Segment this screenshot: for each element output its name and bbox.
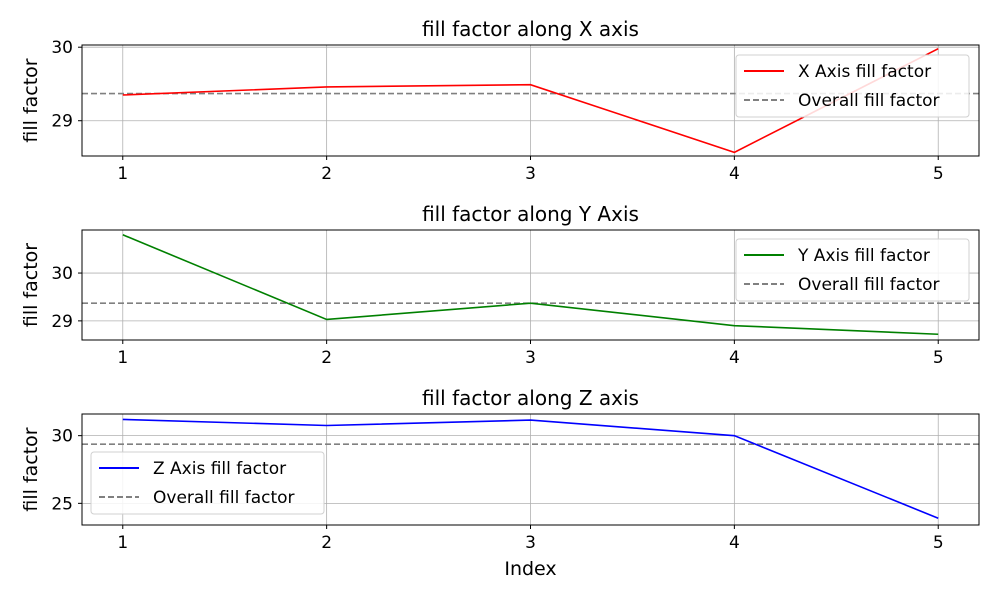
- y-axis-label: fill factor: [20, 243, 42, 327]
- x-tick-label: 3: [525, 533, 536, 553]
- panel-2: 1 2 3 4 5 29 30 fill factor along Y Axis fill fa…: [20, 202, 980, 368]
- legend-label-series: X Axis fill factor: [798, 62, 931, 82]
- y-tick-label: 30: [51, 264, 73, 284]
- x-tick-label: 4: [729, 533, 740, 553]
- x-tick-label: 5: [933, 348, 944, 368]
- legend: Y Axis fill factor Overall fill factor: [735, 238, 970, 302]
- legend: Z Axis fill factor Overall fill factor: [90, 451, 325, 515]
- legend-box: [90, 451, 325, 515]
- series-line: [122, 234, 939, 336]
- x-tick-label: 2: [321, 533, 332, 553]
- x-tick-label: 1: [117, 533, 128, 553]
- panel-title: fill factor along Z axis: [422, 386, 639, 410]
- series-line: [122, 418, 939, 519]
- y-tick-label: 25: [51, 494, 73, 514]
- legend-label-series: Y Axis fill factor: [797, 246, 930, 266]
- x-tick-label: 3: [525, 348, 536, 368]
- x-tick-label: 3: [525, 164, 536, 184]
- x-tick-label: 1: [117, 348, 128, 368]
- y-axis-label: fill factor: [20, 58, 42, 142]
- y-tick-label: 29: [51, 312, 73, 332]
- x-tick-label: 2: [321, 348, 332, 368]
- y-tick-label: 30: [51, 38, 73, 58]
- legend-box: [735, 54, 970, 118]
- legend-box: [735, 238, 970, 302]
- legend-label-series: Z Axis fill factor: [153, 459, 286, 479]
- y-tick-label: 29: [51, 112, 73, 132]
- x-tick-label: 2: [321, 164, 332, 184]
- panel-title: fill factor along Y Axis: [422, 202, 639, 226]
- panel-title: fill factor along X axis: [422, 17, 639, 41]
- legend-label-overall: Overall fill factor: [798, 91, 940, 111]
- x-tick-label: 5: [933, 533, 944, 553]
- x-tick-label: 1: [117, 164, 128, 184]
- x-axis-label: Index: [504, 558, 556, 580]
- series-line: [122, 47, 939, 154]
- y-tick-label: 30: [51, 427, 73, 447]
- panel-3: 1 2 3 4 5 25 30 fill factor along Z axis fill fa…: [20, 386, 980, 580]
- legend: X Axis fill factor Overall fill factor: [735, 54, 970, 118]
- x-tick-label: 4: [729, 164, 740, 184]
- x-tick-label: 5: [933, 164, 944, 184]
- x-tick-label: 4: [729, 348, 740, 368]
- legend-label-overall: Overall fill factor: [153, 488, 295, 508]
- panel-1: 1 2 3 4 5 29 30 fill factor along X axis fill fa…: [20, 17, 980, 184]
- y-axis-label: fill factor: [20, 427, 42, 511]
- legend-label-overall: Overall fill factor: [798, 275, 940, 295]
